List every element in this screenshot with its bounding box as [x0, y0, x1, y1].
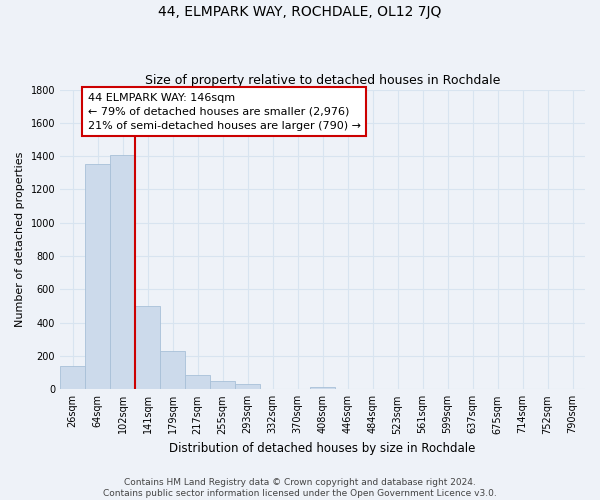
Text: 44, ELMPARK WAY, ROCHDALE, OL12 7JQ: 44, ELMPARK WAY, ROCHDALE, OL12 7JQ [158, 5, 442, 19]
Text: 44 ELMPARK WAY: 146sqm
← 79% of detached houses are smaller (2,976)
21% of semi-: 44 ELMPARK WAY: 146sqm ← 79% of detached… [88, 93, 361, 131]
Bar [210, 381, 235, 390]
Bar [235, 384, 260, 390]
Bar [135, 306, 160, 390]
Bar [185, 375, 210, 390]
Bar [60, 366, 85, 390]
X-axis label: Distribution of detached houses by size in Rochdale: Distribution of detached houses by size … [169, 442, 476, 455]
Bar [310, 387, 335, 390]
Bar [85, 164, 110, 390]
Bar [160, 351, 185, 390]
Bar [110, 154, 135, 390]
Y-axis label: Number of detached properties: Number of detached properties [15, 152, 25, 327]
Text: Contains HM Land Registry data © Crown copyright and database right 2024.
Contai: Contains HM Land Registry data © Crown c… [103, 478, 497, 498]
Title: Size of property relative to detached houses in Rochdale: Size of property relative to detached ho… [145, 74, 500, 87]
